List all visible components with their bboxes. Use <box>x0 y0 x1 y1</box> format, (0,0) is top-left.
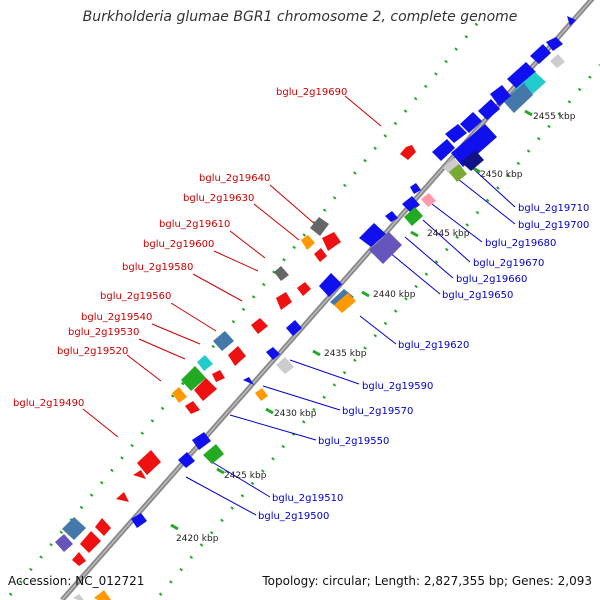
gene-label-left[interactable]: bglu_2g19530 <box>68 327 139 338</box>
gene-feature <box>94 590 111 600</box>
scale-ticks <box>170 109 533 531</box>
gene-feature <box>212 370 225 382</box>
gene-feature <box>55 534 73 552</box>
gene-label-left[interactable]: bglu_2g19630 <box>183 193 254 204</box>
gene-feature <box>274 266 289 281</box>
gene-feature <box>334 293 356 313</box>
gene-feature <box>133 470 146 479</box>
gene-feature <box>62 517 86 540</box>
gene-feature <box>203 444 224 464</box>
gene-label-right[interactable]: bglu_2g19510 <box>272 493 343 504</box>
gene-feature <box>137 450 161 475</box>
gene-feature <box>192 432 211 450</box>
gene-feature <box>72 552 86 566</box>
gene-feature <box>185 401 200 414</box>
gene-label-right[interactable]: bglu_2g19550 <box>318 436 389 447</box>
gene-feature <box>194 378 217 401</box>
scale-label: 2420 kbp <box>176 534 219 544</box>
gene-feature <box>255 388 268 401</box>
gene-feature <box>276 357 294 374</box>
gene-label-left[interactable]: bglu_2g19540 <box>81 312 152 323</box>
gene-feature <box>567 16 576 26</box>
gene-feature <box>314 248 327 262</box>
gene-label-right[interactable]: bglu_2g19660 <box>456 274 527 285</box>
gene-label-right[interactable]: bglu_2g19710 <box>518 203 589 214</box>
gene-label-left[interactable]: bglu_2g19690 <box>276 87 347 98</box>
gene-feature <box>359 223 386 247</box>
gene-feature <box>301 235 315 250</box>
scale-label: 2440 kbp <box>373 290 416 300</box>
gene-feature <box>228 346 246 366</box>
gene-feature <box>80 531 101 553</box>
gene-label-right[interactable]: bglu_2g19570 <box>342 406 413 417</box>
gene-feature <box>276 292 292 310</box>
gene-feature <box>432 139 455 161</box>
gene-feature <box>490 85 511 106</box>
gene-label-right[interactable]: bglu_2g19650 <box>442 290 513 301</box>
gene-feature <box>286 320 302 336</box>
gene-feature <box>131 513 147 528</box>
gene-feature <box>449 164 467 182</box>
scale-label: 2450 kbp <box>480 170 523 180</box>
gene-label-right[interactable]: bglu_2g19680 <box>485 238 556 249</box>
gene-label-right[interactable]: bglu_2g19670 <box>473 258 544 269</box>
gene-feature <box>460 112 482 133</box>
gene-feature <box>550 54 565 68</box>
map-title: Burkholderia glumae BGR1 chromosome 2, c… <box>82 9 518 25</box>
genome-summary-text: Topology: circular; Length: 2,827,355 bp… <box>262 574 592 588</box>
scale-label: 2425 kbp <box>224 471 267 481</box>
gene-feature <box>73 594 84 600</box>
gene-label-left[interactable]: bglu_2g19580 <box>122 262 193 273</box>
gene-feature <box>95 518 111 536</box>
gene-feature <box>461 150 484 171</box>
gene-feature <box>404 207 423 226</box>
scale-label: 2430 kbp <box>274 409 317 419</box>
gene-feature <box>445 124 467 143</box>
accession-text: Accession: NC_012721 <box>8 574 145 588</box>
gene-feature <box>251 318 268 334</box>
scale-label: 2445 kbp <box>427 229 470 239</box>
gene-feature <box>546 37 563 51</box>
gene-feature <box>178 452 195 468</box>
gene-feature <box>319 273 342 297</box>
gene-feature <box>213 331 234 351</box>
gene-feature <box>421 193 436 207</box>
gene-feature <box>530 44 551 64</box>
gene-feature <box>478 99 500 120</box>
gene-feature <box>451 124 497 167</box>
gene-feature <box>266 347 280 360</box>
gene-label-right[interactable]: bglu_2g19500 <box>258 511 329 522</box>
gene-feature <box>116 492 129 502</box>
gene-feature <box>310 217 329 236</box>
scale-label: 2435 kbp <box>324 349 367 359</box>
gene-feature <box>322 232 341 251</box>
left-leader-lines <box>82 95 382 438</box>
scale-label: 2455 kbp <box>533 112 576 122</box>
gene-feature <box>172 387 187 403</box>
gene-label-left[interactable]: bglu_2g19600 <box>143 239 214 250</box>
gene-label-left[interactable]: bglu_2g19610 <box>159 219 230 230</box>
gene-feature <box>410 183 421 194</box>
gene-label-left[interactable]: bglu_2g19560 <box>100 291 171 302</box>
inner-guide-line <box>158 64 600 596</box>
gene-feature <box>385 211 398 222</box>
gene-feature <box>297 282 311 296</box>
gene-feature <box>197 355 213 371</box>
gene-feature <box>507 62 536 89</box>
gene-label-right[interactable]: bglu_2g19590 <box>362 381 433 392</box>
gene-label-left[interactable]: bglu_2g19640 <box>199 173 270 184</box>
gene-features-left <box>55 145 416 566</box>
gene-label-left[interactable]: bglu_2g19520 <box>57 346 128 357</box>
gene-feature <box>443 158 462 176</box>
gene-features-right <box>73 16 576 600</box>
gene-label-right[interactable]: bglu_2g19620 <box>398 340 469 351</box>
gene-feature <box>243 377 254 385</box>
gene-label-left[interactable]: bglu_2g19490 <box>13 398 84 409</box>
gene-label-right[interactable]: bglu_2g19700 <box>518 220 589 231</box>
gene-feature <box>369 232 402 264</box>
gene-feature <box>181 366 206 391</box>
gene-feature <box>503 83 533 113</box>
gene-feature <box>400 145 416 160</box>
